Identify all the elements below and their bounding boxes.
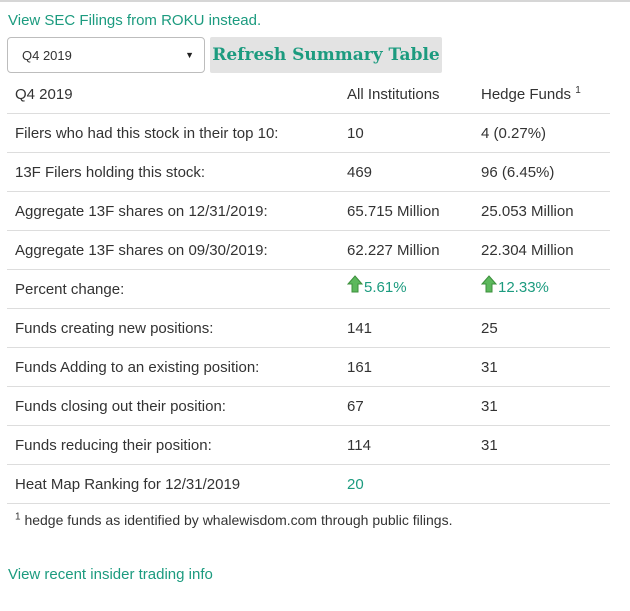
- row-label: Funds creating new positions:: [7, 308, 339, 348]
- hedge-funds-value: 12.33%: [473, 269, 610, 309]
- hedge-funds-change-value: 12.33%: [498, 279, 549, 296]
- row-label: Heat Map Ranking for 12/31/2019: [7, 464, 339, 504]
- header-hedge-funds-label: Hedge Funds: [481, 85, 572, 103]
- refresh-summary-button[interactable]: Refresh Summary Table: [210, 37, 442, 73]
- row-label: Funds reducing their position:: [7, 425, 339, 465]
- hedge-funds-value: 4 (0.27%): [473, 113, 610, 153]
- table-row: Aggregate 13F shares on 09/30/2019: 62.2…: [7, 230, 610, 270]
- table-row: Heat Map Ranking for 12/31/2019 20: [7, 464, 610, 504]
- heat-map-rank-link[interactable]: 20: [347, 475, 364, 493]
- table-row: Funds creating new positions: 141 25: [7, 308, 610, 348]
- table-row: Funds Adding to an existing position: 16…: [7, 347, 610, 387]
- hedge-funds-change: 12.33%: [481, 275, 549, 296]
- institutions-value: 5.61%: [339, 269, 473, 309]
- institutions-value: 141: [339, 308, 473, 348]
- hedge-funds-value: [473, 464, 610, 504]
- top-divider: [0, 0, 630, 2]
- hedge-funds-value: 31: [473, 347, 610, 387]
- hedge-funds-value: 96 (6.45%): [473, 152, 610, 192]
- header-quarter: Q4 2019: [7, 75, 339, 114]
- institutions-change: 5.61%: [347, 275, 407, 296]
- row-label: Aggregate 13F shares on 09/30/2019:: [7, 230, 339, 270]
- summary-table: Q4 2019 All Institutions Hedge Funds 1 F…: [7, 75, 610, 504]
- up-arrow-icon: [481, 275, 497, 293]
- row-label: Percent change:: [7, 269, 339, 309]
- institutions-value: 20: [339, 464, 473, 504]
- institutions-change-value: 5.61%: [364, 279, 407, 296]
- hedge-funds-value: 31: [473, 386, 610, 426]
- row-label: Funds Adding to an existing position:: [7, 347, 339, 387]
- table-row: Aggregate 13F shares on 12/31/2019: 65.7…: [7, 191, 610, 231]
- table-row: Funds closing out their position: 67 31: [7, 386, 610, 426]
- hedge-funds-value: 25.053 Million: [473, 191, 610, 231]
- hedge-funds-value: 22.304 Million: [473, 230, 610, 270]
- header-all-institutions: All Institutions: [339, 75, 473, 114]
- table-row: Percent change: 5.61% 12.33%: [7, 269, 610, 309]
- table-header-row: Q4 2019 All Institutions Hedge Funds 1: [7, 75, 610, 114]
- footnote-marker: 1: [575, 84, 581, 96]
- quarter-select[interactable]: Q4 2019 ▼: [7, 37, 205, 73]
- row-label: 13F Filers holding this stock:: [7, 152, 339, 192]
- institutions-value: 161: [339, 347, 473, 387]
- row-label: Aggregate 13F shares on 12/31/2019:: [7, 191, 339, 231]
- row-label: Filers who had this stock in their top 1…: [7, 113, 339, 153]
- footnote-marker: 1: [15, 511, 21, 523]
- institutions-value: 469: [339, 152, 473, 192]
- hedge-funds-value: 25: [473, 308, 610, 348]
- table-row: 13F Filers holding this stock: 469 96 (6…: [7, 152, 610, 192]
- institutions-value: 62.227 Million: [339, 230, 473, 270]
- hedge-funds-value: 31: [473, 425, 610, 465]
- up-arrow-icon: [347, 275, 363, 293]
- sec-filings-link[interactable]: View SEC Filings from ROKU instead.: [8, 12, 262, 29]
- insider-trading-link[interactable]: View recent insider trading info: [8, 566, 213, 583]
- chevron-down-icon: ▼: [185, 50, 194, 60]
- institutions-value: 10: [339, 113, 473, 153]
- institutions-value: 67: [339, 386, 473, 426]
- footnote: 1 hedge funds as identified by whalewisd…: [15, 512, 452, 528]
- institutions-value: 114: [339, 425, 473, 465]
- summary-controls: Q4 2019 ▼ Refresh Summary Table: [7, 37, 442, 73]
- institutions-value: 65.715 Million: [339, 191, 473, 231]
- quarter-select-value: Q4 2019: [22, 47, 72, 63]
- footnote-text: hedge funds as identified by whalewisdom…: [24, 512, 453, 528]
- row-label: Funds closing out their position:: [7, 386, 339, 426]
- table-row: Filers who had this stock in their top 1…: [7, 113, 610, 153]
- table-row: Funds reducing their position: 114 31: [7, 425, 610, 465]
- header-hedge-funds: Hedge Funds 1: [473, 75, 610, 114]
